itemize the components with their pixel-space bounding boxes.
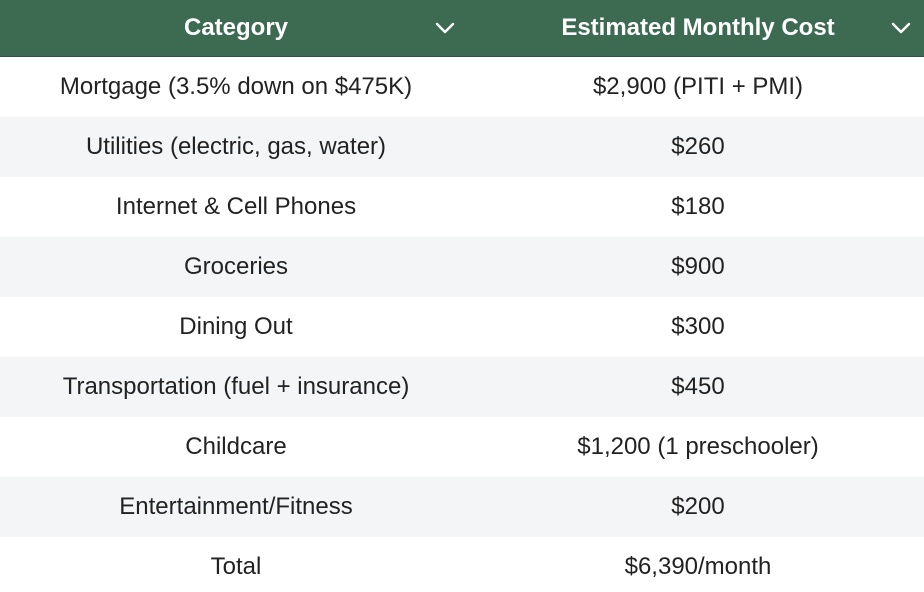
category-cell: Mortgage (3.5% down on $475K)	[59, 73, 413, 100]
table-row-total: Total $6,390/month	[0, 537, 924, 592]
table-row: Mortgage (3.5% down on $475K) $2,900 (PI…	[0, 57, 924, 117]
cost-cell: $180	[671, 193, 725, 220]
category-cell: Dining Out	[179, 313, 293, 340]
cost-cell: $200	[671, 493, 725, 520]
column-header-label: Estimated Monthly Cost	[561, 14, 835, 41]
cost-cell: $1,200 (1 preschooler)	[577, 433, 819, 460]
cost-cell: $900	[671, 253, 725, 280]
column-header-estimated-monthly-cost[interactable]: Estimated Monthly Cost	[472, 0, 924, 56]
cost-cell: $2,900 (PITI + PMI)	[592, 73, 804, 100]
category-cell: Transportation (fuel + insurance)	[62, 373, 410, 400]
category-cell: Groceries	[183, 253, 289, 280]
table-row: Childcare $1,200 (1 preschooler)	[0, 417, 924, 477]
chevron-down-icon[interactable]	[434, 21, 456, 35]
category-cell: Total	[210, 553, 262, 580]
table-row: Groceries $900	[0, 237, 924, 297]
table-row: Transportation (fuel + insurance) $450	[0, 357, 924, 417]
category-cell: Utilities (electric, gas, water)	[85, 133, 387, 160]
column-header-label: Category	[183, 14, 289, 41]
chevron-down-icon[interactable]	[890, 21, 912, 35]
table-row: Entertainment/Fitness $200	[0, 477, 924, 537]
cost-cell: $6,390/month	[624, 553, 772, 580]
category-cell: Childcare	[185, 433, 287, 460]
table-row: Utilities (electric, gas, water) $260	[0, 117, 924, 177]
column-header-category[interactable]: Category	[0, 0, 472, 56]
table-row: Dining Out $300	[0, 297, 924, 357]
category-cell: Internet & Cell Phones	[115, 193, 357, 220]
table-header: Category Estimated Monthly Cost	[0, 0, 924, 57]
cost-cell: $260	[671, 133, 725, 160]
table-row: Internet & Cell Phones $180	[0, 177, 924, 237]
cost-cell: $450	[671, 373, 725, 400]
cost-cell: $300	[671, 313, 725, 340]
category-cell: Entertainment/Fitness	[119, 493, 353, 520]
